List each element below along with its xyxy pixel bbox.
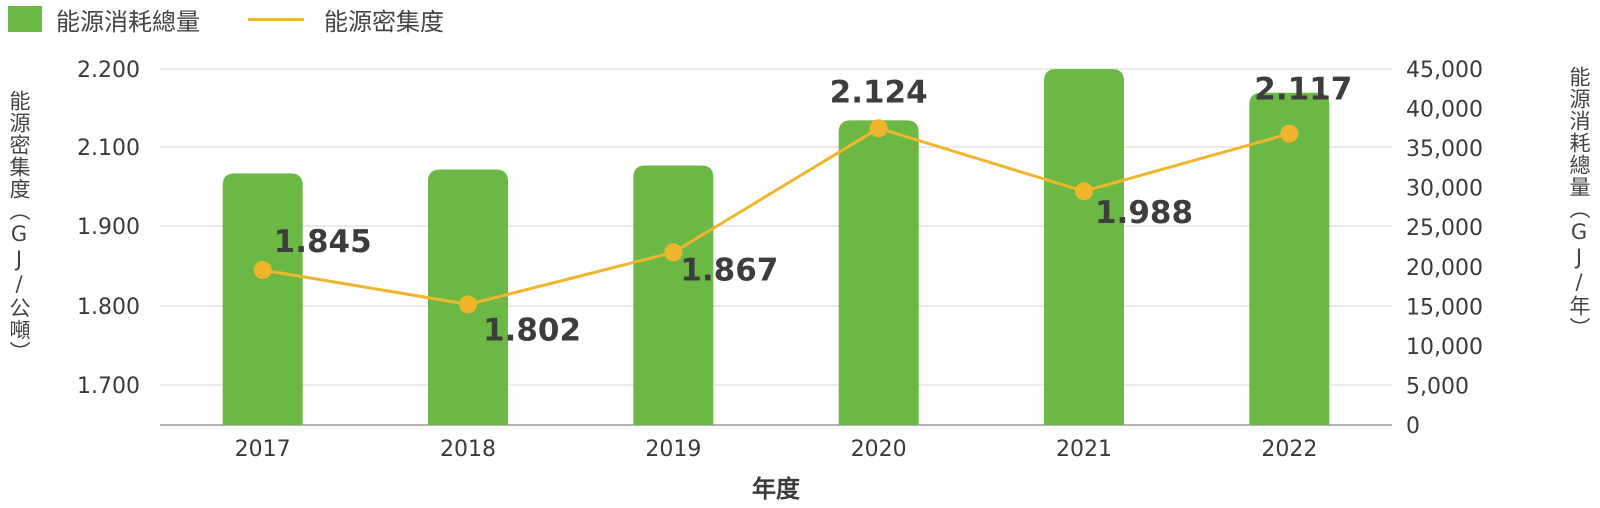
left-axis-tick-label: 1.900 bbox=[77, 215, 140, 240]
line-data-label: 2.124 bbox=[830, 74, 928, 110]
legend-line-swatch bbox=[248, 17, 304, 21]
left-axis-title: 能源密集度（GJ/公噸） bbox=[7, 90, 31, 363]
chart-legend: 能源消耗總量 能源密集度 bbox=[0, 2, 492, 36]
legend-line-label: 能源密集度 bbox=[324, 7, 444, 36]
right-axis-tick-label: 15,000 bbox=[1406, 295, 1483, 320]
left-axis-tick-label: 2.200 bbox=[77, 58, 140, 83]
x-axis-tick-label: 2019 bbox=[645, 437, 701, 462]
right-axis-tick-label: 45,000 bbox=[1406, 58, 1483, 83]
legend-bar-label: 能源消耗總量 bbox=[56, 7, 200, 36]
right-axis-title: 能源消耗總量（GJ/年） bbox=[1567, 66, 1591, 339]
x-axis-tick-label: 2020 bbox=[851, 437, 907, 462]
left-axis-tick-label: 1.800 bbox=[77, 295, 140, 320]
line-point-2019 bbox=[664, 243, 683, 262]
line-data-label: 2.117 bbox=[1254, 72, 1352, 108]
line-data-label: 1.988 bbox=[1095, 195, 1193, 231]
x-axis-tick-label: 2017 bbox=[235, 437, 291, 462]
line-data-label: 1.867 bbox=[680, 252, 778, 288]
right-axis-tick-label: 10,000 bbox=[1406, 335, 1483, 360]
bar-2021 bbox=[1044, 69, 1124, 425]
bar-2020 bbox=[838, 120, 919, 425]
x-axis-tick-label: 2021 bbox=[1056, 437, 1112, 462]
x-axis-tick-label: 2018 bbox=[440, 437, 496, 462]
line-data-label: 1.802 bbox=[483, 312, 581, 348]
right-axis-tick-label: 0 bbox=[1406, 414, 1420, 439]
right-axis-tick-label: 35,000 bbox=[1406, 137, 1483, 162]
bar-2019 bbox=[633, 165, 714, 425]
line-point-2018 bbox=[459, 295, 477, 314]
left-axis-tick-label: 2.100 bbox=[77, 136, 140, 161]
line-point-2017 bbox=[253, 261, 272, 279]
line-data-label: 1.845 bbox=[274, 224, 372, 260]
line-point-2022 bbox=[1280, 124, 1299, 143]
line-series-path bbox=[262, 126, 1290, 306]
right-axis-tick-label: 40,000 bbox=[1406, 98, 1483, 123]
bar-2022 bbox=[1249, 92, 1330, 425]
bar-2017 bbox=[222, 173, 303, 425]
right-axis-tick-label: 30,000 bbox=[1406, 177, 1483, 202]
line-point-2021 bbox=[1075, 182, 1093, 201]
line-point-2020 bbox=[869, 119, 888, 138]
legend-item-bar: 能源消耗總量 bbox=[0, 2, 200, 37]
right-axis-tick-label: 5,000 bbox=[1406, 374, 1469, 399]
x-axis-tick-label: 2022 bbox=[1261, 437, 1317, 462]
legend-bar-swatch bbox=[8, 6, 42, 32]
legend-item-line: 能源密集度 bbox=[248, 2, 444, 37]
left-axis-tick-label: 1.700 bbox=[77, 374, 140, 399]
x-axis-title: 年度 bbox=[752, 475, 801, 503]
right-axis-tick-label: 20,000 bbox=[1406, 256, 1483, 281]
right-axis-tick-label: 25,000 bbox=[1406, 216, 1483, 241]
